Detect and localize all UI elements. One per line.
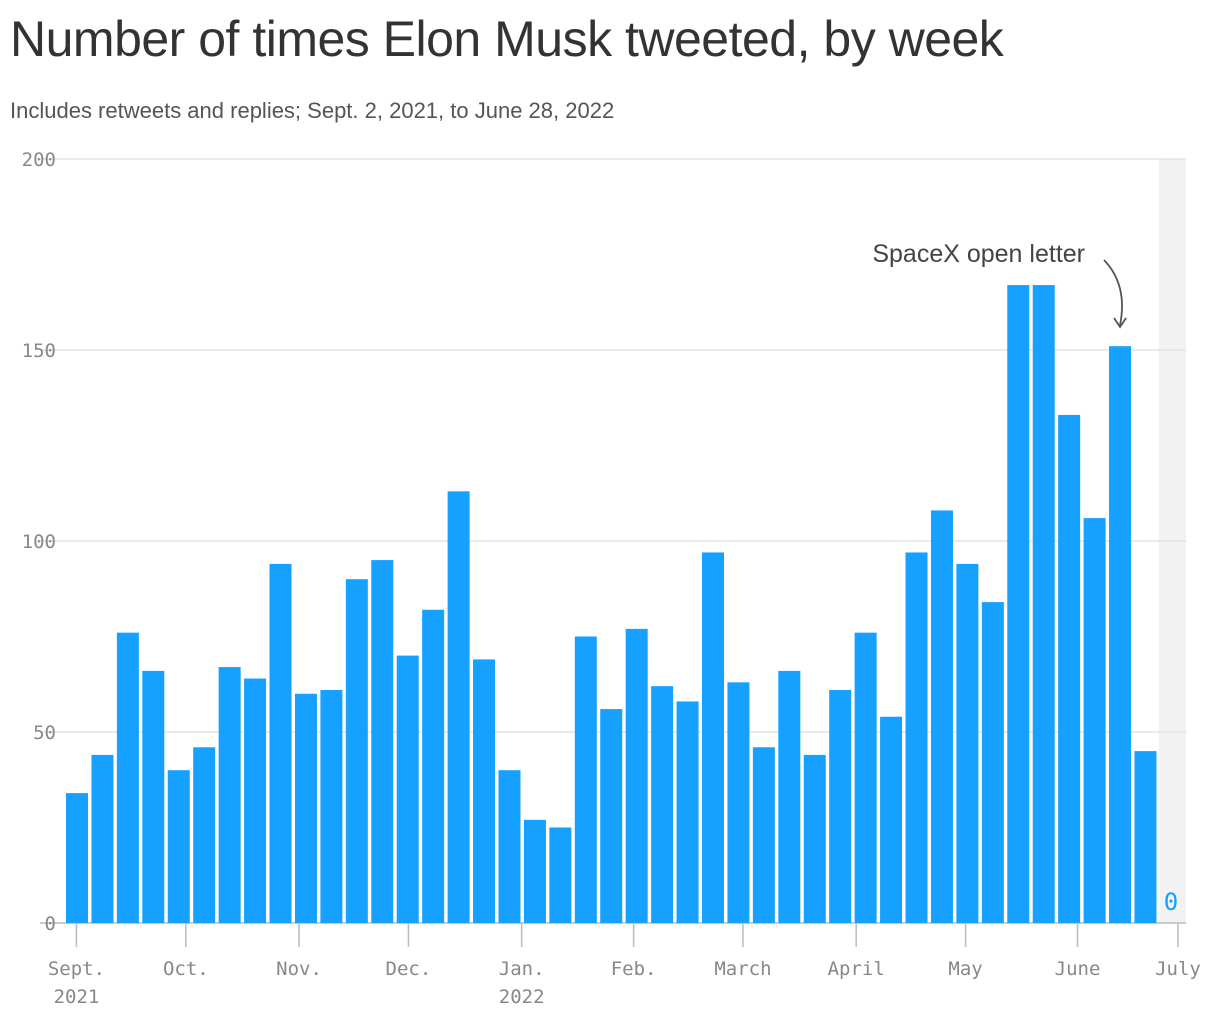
bar [523, 819, 546, 923]
bar [193, 747, 216, 923]
chart-subtitle: Includes retweets and replies; Sept. 2, … [10, 98, 615, 123]
y-tick-label: 200 [22, 149, 56, 171]
bar [422, 609, 445, 923]
x-tick-label: June [1055, 958, 1101, 980]
chart-title: Number of times Elon Musk tweeted, by we… [10, 11, 1004, 67]
annotation-label: SpaceX open letter [872, 240, 1085, 268]
bar [778, 670, 801, 923]
bar [549, 827, 572, 923]
bar [1058, 414, 1081, 923]
bar [905, 552, 928, 923]
y-tick-label: 50 [33, 722, 56, 744]
bar [473, 659, 496, 923]
bar [447, 491, 470, 923]
bar [981, 602, 1004, 923]
bar [244, 678, 267, 923]
x-tick-label: Nov. [276, 958, 322, 980]
bar [294, 693, 317, 923]
bar [651, 686, 674, 923]
bar [676, 701, 699, 923]
x-tick-year-label: 2021 [54, 986, 100, 1008]
bar [91, 754, 114, 923]
x-tick-label: Feb. [611, 958, 657, 980]
bar [574, 636, 597, 923]
x-tick-label: July [1155, 958, 1201, 980]
annotation-arrow [1103, 259, 1123, 326]
bar [269, 563, 292, 923]
bar [956, 563, 979, 923]
bar [702, 552, 724, 923]
x-tick-label: Sept. [48, 958, 105, 980]
x-tick-label: April [828, 958, 885, 980]
bar [600, 709, 623, 923]
bar [218, 667, 241, 923]
bar [803, 754, 826, 923]
y-tick-label: 100 [22, 531, 56, 553]
data-label: 0 [1164, 888, 1178, 916]
bar [625, 628, 648, 923]
bar [930, 510, 953, 923]
bar [396, 655, 419, 923]
bar [371, 560, 394, 923]
bar [854, 632, 877, 923]
x-tick-label: March [714, 958, 771, 980]
y-tick-label: 0 [45, 913, 56, 935]
bar [142, 670, 165, 923]
bar [1134, 751, 1157, 923]
x-tick-label: May [948, 958, 982, 980]
x-tick-label: Dec. [386, 958, 432, 980]
x-tick-label: Jan. [499, 958, 545, 980]
bar [829, 689, 852, 923]
bar [320, 689, 343, 923]
bar [116, 632, 139, 923]
annotation-arrowhead [1113, 317, 1127, 329]
bar [752, 747, 775, 923]
bar [498, 770, 521, 923]
bar [167, 770, 190, 923]
y-tick-label: 150 [22, 340, 56, 362]
bar [1083, 518, 1106, 923]
bar [1007, 285, 1030, 923]
x-tick-year-label: 2022 [499, 986, 545, 1008]
bar [880, 716, 903, 923]
bar [345, 579, 368, 923]
bar [1032, 285, 1055, 923]
x-tick-label: Oct. [163, 958, 209, 980]
bar [1109, 346, 1132, 923]
bar [727, 682, 750, 923]
bar [66, 793, 88, 923]
